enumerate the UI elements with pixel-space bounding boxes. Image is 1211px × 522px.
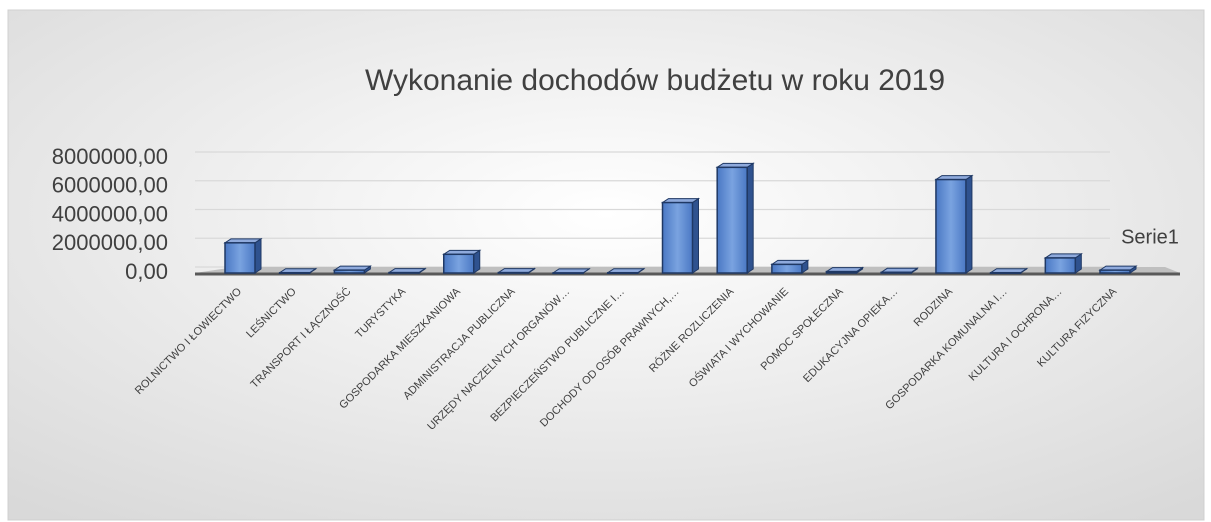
bar — [223, 237, 263, 274]
bar-front — [552, 272, 584, 275]
bar-side — [746, 162, 754, 274]
bar — [496, 267, 537, 274]
bar — [824, 266, 865, 274]
bar-front — [989, 271, 1022, 274]
y-tick-label: 8000000,00 — [52, 144, 168, 169]
bar-front — [661, 201, 694, 274]
bar — [442, 249, 482, 274]
bar — [551, 267, 591, 275]
bar-front — [224, 242, 256, 274]
bar — [988, 267, 1029, 274]
bar — [387, 267, 427, 274]
bar — [278, 267, 318, 274]
bar-front — [278, 271, 311, 274]
bar — [770, 259, 810, 274]
bar-front — [607, 271, 639, 274]
bar-front — [497, 271, 530, 274]
chart-title: Wykonanie dochodów budżetu w roku 2019 — [365, 64, 945, 97]
bar-side — [692, 197, 699, 274]
bar-side — [254, 237, 262, 274]
bar-front — [333, 269, 366, 274]
bar-front — [1044, 257, 1077, 274]
bar — [715, 162, 755, 274]
chart-area — [7, 9, 1205, 521]
bar — [879, 267, 919, 274]
y-tick-label: 4000000,00 — [52, 201, 168, 226]
bar-side — [965, 174, 973, 274]
bar — [606, 267, 646, 274]
legend-label: Serie1 — [1121, 226, 1179, 248]
bar-front — [1099, 269, 1131, 274]
bar-front — [443, 253, 475, 274]
bar-front — [935, 178, 967, 274]
y-tick-label: 0,00 — [125, 259, 168, 284]
bar — [934, 174, 974, 274]
bar-front — [771, 263, 803, 274]
bar — [1043, 252, 1083, 274]
bar-front — [388, 271, 420, 274]
bar — [1098, 265, 1138, 274]
bar-front — [825, 270, 858, 274]
y-tick-label: 6000000,00 — [52, 173, 168, 198]
bar — [332, 265, 373, 274]
bar — [660, 197, 701, 274]
bar-front — [880, 271, 912, 274]
y-tick-label: 2000000,00 — [52, 230, 168, 255]
bar-front — [716, 166, 748, 274]
